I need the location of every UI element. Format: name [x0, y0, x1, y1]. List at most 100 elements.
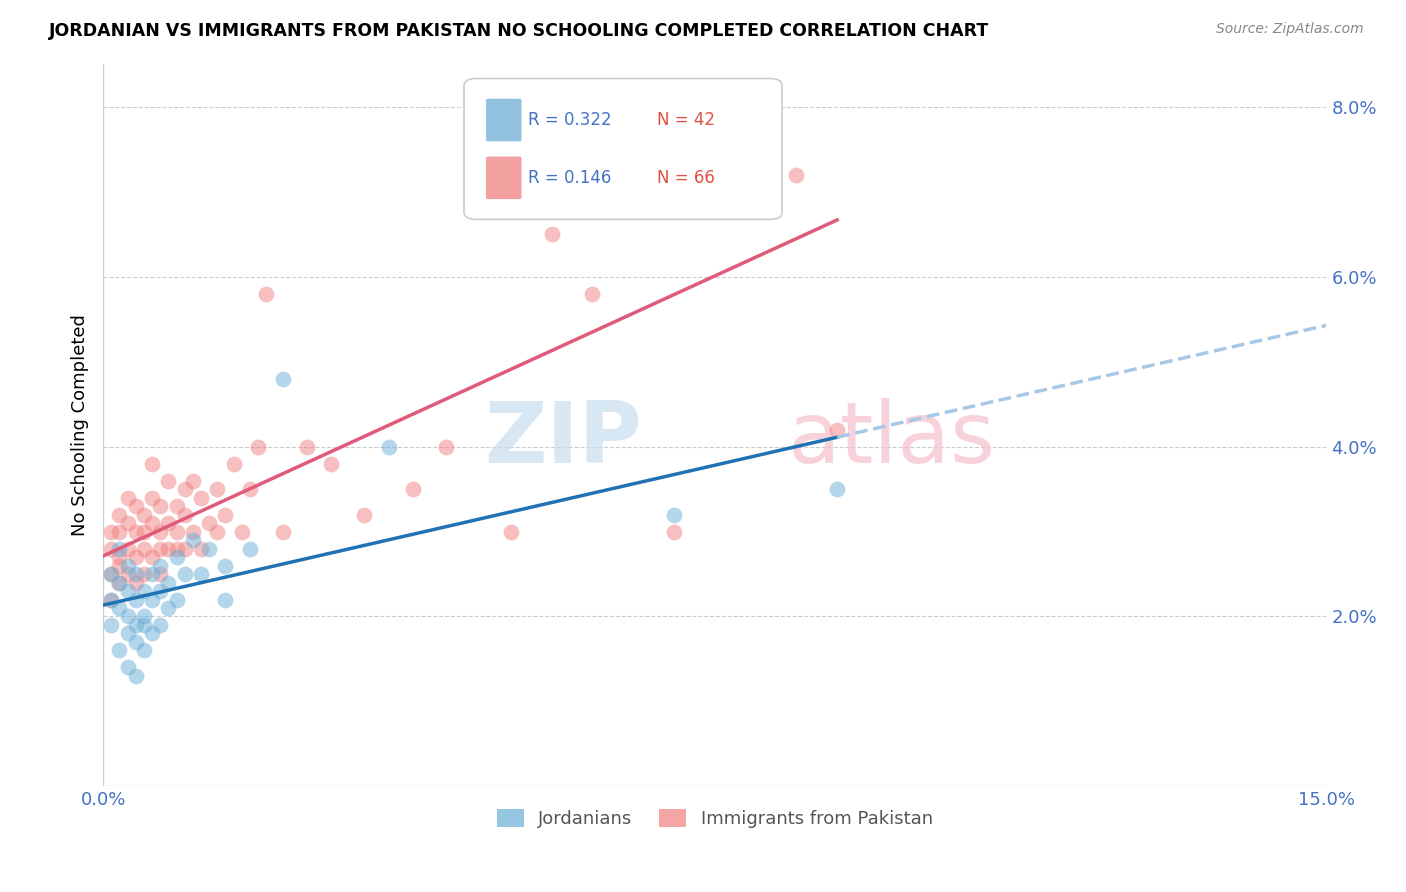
Point	[166, 499, 188, 513]
FancyBboxPatch shape	[464, 78, 782, 219]
Point	[125, 669, 148, 683]
Point	[540, 227, 562, 241]
Point	[825, 482, 848, 496]
Point	[149, 524, 172, 539]
Point	[141, 516, 163, 530]
Point	[117, 584, 139, 599]
Point	[247, 440, 270, 454]
Point	[271, 524, 294, 539]
Point	[149, 618, 172, 632]
Point	[125, 618, 148, 632]
Text: R = 0.146: R = 0.146	[527, 169, 612, 187]
Point	[157, 474, 180, 488]
Point	[239, 541, 262, 556]
Point	[231, 524, 253, 539]
Point	[132, 643, 155, 657]
Point	[703, 99, 725, 113]
Point	[181, 474, 204, 488]
Text: R = 0.322: R = 0.322	[527, 112, 612, 129]
Point	[100, 541, 122, 556]
Point	[207, 524, 229, 539]
Text: N = 42: N = 42	[657, 112, 716, 129]
Point	[141, 626, 163, 640]
Point	[173, 541, 195, 556]
Point	[402, 482, 425, 496]
Text: Source: ZipAtlas.com: Source: ZipAtlas.com	[1216, 22, 1364, 37]
Point	[581, 286, 603, 301]
Point	[108, 524, 131, 539]
Point	[222, 457, 245, 471]
Point	[377, 440, 399, 454]
Point	[157, 575, 180, 590]
Point	[100, 567, 122, 582]
Point	[166, 549, 188, 564]
Point	[166, 592, 188, 607]
Point	[198, 541, 221, 556]
Point	[141, 491, 163, 505]
Point	[157, 541, 180, 556]
Y-axis label: No Schooling Completed: No Schooling Completed	[72, 314, 89, 536]
Point	[166, 541, 188, 556]
Point	[108, 575, 131, 590]
Point	[132, 508, 155, 522]
Point	[100, 524, 122, 539]
Text: N = 66: N = 66	[657, 169, 716, 187]
Point	[190, 491, 212, 505]
Point	[207, 482, 229, 496]
Point	[254, 286, 277, 301]
Point	[141, 457, 163, 471]
Text: ZIP: ZIP	[484, 398, 641, 481]
Point	[125, 575, 148, 590]
Point	[117, 558, 139, 573]
Point	[141, 592, 163, 607]
Point	[173, 482, 195, 496]
Point	[117, 516, 139, 530]
Point	[321, 457, 343, 471]
Point	[181, 533, 204, 547]
Point	[198, 516, 221, 530]
Point	[434, 440, 457, 454]
Point	[132, 584, 155, 599]
Point	[744, 82, 766, 96]
Point	[214, 592, 236, 607]
Point	[132, 541, 155, 556]
Point	[117, 626, 139, 640]
Point	[100, 592, 122, 607]
Point	[149, 558, 172, 573]
Point	[117, 660, 139, 674]
Point	[149, 567, 172, 582]
Point	[100, 567, 122, 582]
Point	[132, 618, 155, 632]
Point	[499, 524, 522, 539]
Point	[825, 423, 848, 437]
Point	[108, 558, 131, 573]
Point	[100, 592, 122, 607]
Point	[271, 371, 294, 385]
Point	[353, 508, 375, 522]
Point	[108, 541, 131, 556]
Point	[149, 541, 172, 556]
Point	[125, 635, 148, 649]
Point	[100, 618, 122, 632]
Point	[141, 567, 163, 582]
FancyBboxPatch shape	[486, 99, 522, 141]
Point	[214, 508, 236, 522]
Point	[181, 524, 204, 539]
Point	[117, 609, 139, 624]
Point	[132, 609, 155, 624]
Point	[173, 508, 195, 522]
Point	[117, 541, 139, 556]
Point	[239, 482, 262, 496]
Point	[125, 499, 148, 513]
Point	[157, 516, 180, 530]
Point	[117, 567, 139, 582]
Legend: Jordanians, Immigrants from Pakistan: Jordanians, Immigrants from Pakistan	[489, 801, 941, 835]
Point	[141, 549, 163, 564]
Point	[125, 524, 148, 539]
Point	[125, 592, 148, 607]
Point	[662, 524, 685, 539]
Point	[108, 643, 131, 657]
Point	[621, 185, 644, 199]
Point	[295, 440, 318, 454]
Text: atlas: atlas	[789, 398, 997, 481]
